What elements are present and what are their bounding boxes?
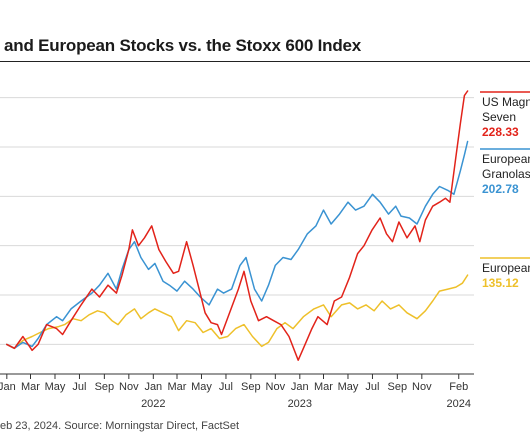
year-label-2: 2024	[447, 398, 471, 410]
chart-title: and European Stocks vs. the Stoxx 600 In…	[4, 36, 362, 55]
x-tick-label-4: Sep	[95, 381, 115, 393]
legend-value-1: 202.78	[482, 182, 519, 196]
series-line-2	[6, 274, 469, 350]
legend-value-0: 228.33	[482, 125, 519, 139]
legend-value-2: 135.12	[482, 276, 519, 290]
legend-label-2-0: European M	[482, 261, 530, 275]
top-snippet: ·	[212, 0, 216, 5]
x-tick-label-3: Jul	[72, 381, 86, 393]
legend-label-0-0: US Magnifi	[482, 95, 530, 109]
x-tick-label-2: May	[45, 381, 66, 393]
x-tick-label-8: May	[191, 381, 212, 393]
source-note: eb 23, 2024. Source: Morningstar Direct,…	[0, 420, 240, 432]
chart-svg: Jan Mar May Jul Sep Nov Jan Mar May Jul Sep Nov Jan M…	[0, 90, 530, 410]
x-tick-label-12: Jan	[291, 381, 309, 393]
x-tick-label-10: Sep	[241, 381, 261, 393]
x-tick-label-14: May	[338, 381, 359, 393]
year-label-1: 2023	[288, 398, 312, 410]
x-tick-label-0: Jan	[0, 381, 16, 393]
x-tick-label-15: Jul	[365, 381, 379, 393]
year-label-0: 2022	[141, 398, 165, 410]
x-tick-label-13: Mar	[314, 381, 333, 393]
x-tick-label-16: Sep	[388, 381, 408, 393]
series-layer	[6, 90, 469, 361]
grid-layer	[0, 97, 474, 345]
series-line-0	[6, 90, 469, 361]
x-tick-label-7: Mar	[168, 381, 187, 393]
x-tick-label-17: Nov	[412, 381, 432, 393]
x-tick-label-6: Jan	[144, 381, 162, 393]
x-tick-label-9: Jul	[219, 381, 233, 393]
x-axis: Jan Mar May Jul Sep Nov Jan Mar May Jul Sep Nov Jan M…	[0, 373, 474, 410]
x-tick-label-5: Nov	[119, 381, 139, 393]
legend-label-0-1: Seven	[482, 110, 516, 124]
x-tick-label-18: Feb	[449, 381, 468, 393]
x-tick-label-1: Mar	[21, 381, 40, 393]
title-rule	[0, 61, 530, 62]
series-line-1	[6, 140, 469, 350]
legend-label-1-1: Granolas St	[482, 167, 530, 181]
legend-label-1-0: European	[482, 152, 530, 166]
x-tick-label-11: Nov	[266, 381, 286, 393]
